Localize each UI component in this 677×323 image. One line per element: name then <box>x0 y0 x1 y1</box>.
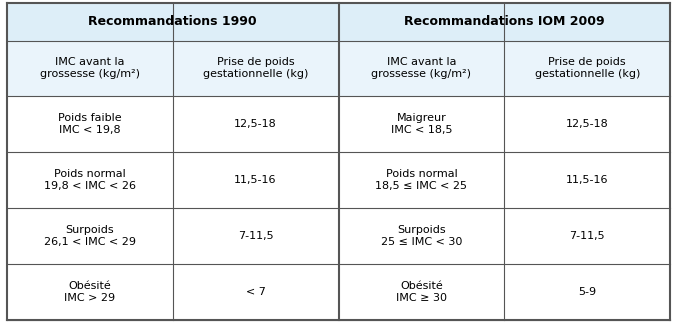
Text: Prise de poids
gestationnelle (kg): Prise de poids gestationnelle (kg) <box>203 57 308 79</box>
Bar <box>173 208 338 264</box>
Bar <box>338 208 504 264</box>
Bar <box>504 41 670 96</box>
Bar <box>338 96 504 152</box>
Bar <box>173 264 338 320</box>
Text: Recommandations IOM 2009: Recommandations IOM 2009 <box>404 16 605 28</box>
Bar <box>338 41 504 96</box>
Bar <box>7 208 173 264</box>
Text: Obésité
IMC > 29: Obésité IMC > 29 <box>64 281 115 303</box>
Text: Surpoids
25 ≤ IMC < 30: Surpoids 25 ≤ IMC < 30 <box>380 225 462 247</box>
Bar <box>7 152 173 208</box>
Text: Maigreur
IMC < 18,5: Maigreur IMC < 18,5 <box>391 113 452 135</box>
Bar <box>173 41 338 96</box>
Text: IMC avant la
grossesse (kg/m²): IMC avant la grossesse (kg/m²) <box>372 57 471 79</box>
Bar <box>173 96 338 152</box>
Bar <box>7 3 338 41</box>
Text: 7-11,5: 7-11,5 <box>569 231 605 241</box>
Text: 5-9: 5-9 <box>578 287 596 297</box>
Bar <box>504 264 670 320</box>
Bar <box>173 152 338 208</box>
Bar <box>338 152 504 208</box>
Text: Recommandations 1990: Recommandations 1990 <box>88 16 257 28</box>
Bar <box>504 152 670 208</box>
Text: 11,5-16: 11,5-16 <box>566 175 609 185</box>
Text: 12,5-18: 12,5-18 <box>234 119 277 129</box>
Bar <box>338 264 504 320</box>
Text: Surpoids
26,1 < IMC < 29: Surpoids 26,1 < IMC < 29 <box>44 225 135 247</box>
Text: Poids normal
18,5 ≤ IMC < 25: Poids normal 18,5 ≤ IMC < 25 <box>376 169 467 191</box>
Bar <box>7 41 173 96</box>
Bar <box>504 96 670 152</box>
Bar <box>504 208 670 264</box>
Text: IMC avant la
grossesse (kg/m²): IMC avant la grossesse (kg/m²) <box>40 57 139 79</box>
Text: 12,5-18: 12,5-18 <box>566 119 609 129</box>
Text: Poids faible
IMC < 19,8: Poids faible IMC < 19,8 <box>58 113 121 135</box>
Text: 11,5-16: 11,5-16 <box>234 175 277 185</box>
Bar <box>7 96 173 152</box>
Text: Obésité
IMC ≥ 30: Obésité IMC ≥ 30 <box>396 281 447 303</box>
Text: Poids normal
19,8 < IMC < 26: Poids normal 19,8 < IMC < 26 <box>44 169 135 191</box>
Text: 7-11,5: 7-11,5 <box>238 231 274 241</box>
Text: Prise de poids
gestationnelle (kg): Prise de poids gestationnelle (kg) <box>535 57 640 79</box>
Text: < 7: < 7 <box>246 287 265 297</box>
Bar <box>338 3 670 41</box>
Bar <box>7 264 173 320</box>
